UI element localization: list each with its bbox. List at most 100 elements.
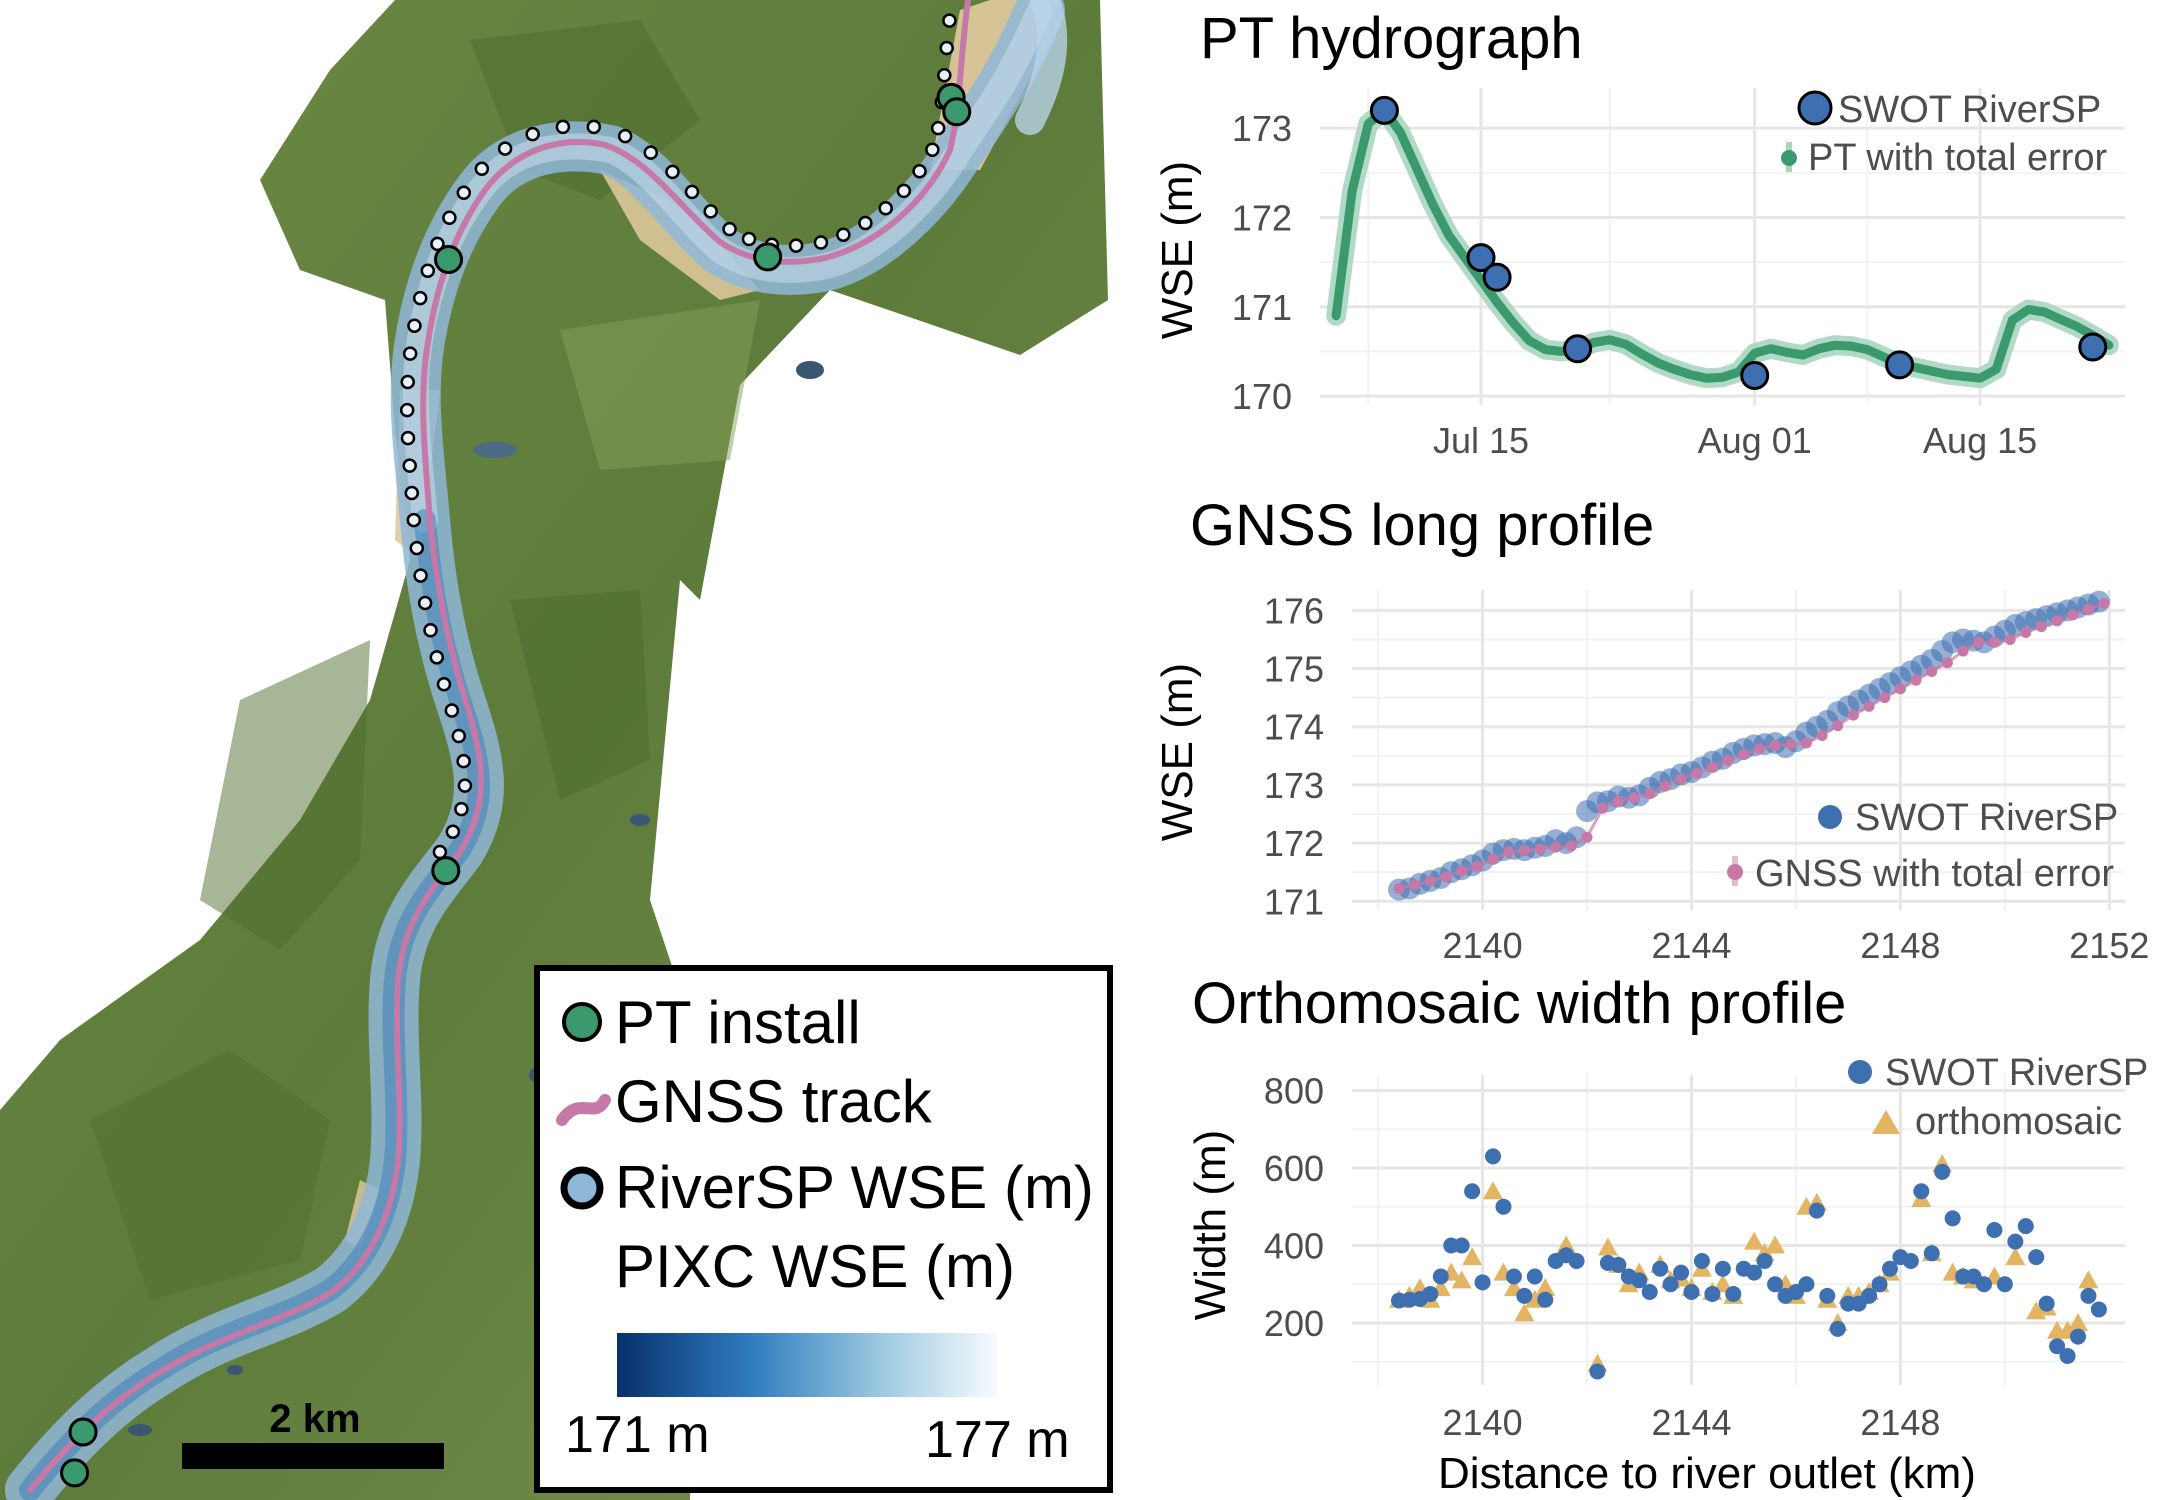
orthomosaic-point [1535, 1278, 1556, 1297]
ramp-max-label: 177 m [925, 1411, 1070, 1469]
gnss-point [1550, 841, 1562, 853]
gnss-point [1832, 720, 1844, 732]
lake [128, 1424, 152, 1436]
x-tick-label: 2152 [2069, 925, 2149, 966]
gnss-point [2020, 626, 2032, 638]
y-tick-label: 173 [1232, 108, 1292, 149]
x-tick-label: Aug 15 [1923, 420, 2037, 461]
pt-install-marker [753, 242, 783, 272]
gnss-profile-title: GNSS long profile [1190, 493, 1654, 558]
pt-install-marker [68, 1417, 98, 1447]
riversp-node-dot [409, 540, 425, 556]
y-tick-label: 173 [1264, 765, 1324, 806]
riversp-node-dot [930, 120, 946, 136]
swot-point [1934, 1163, 1951, 1180]
swot-point [1798, 1276, 1815, 1293]
swot-point [1662, 1276, 1679, 1293]
riversp-node-dot [836, 227, 851, 242]
orthomosaic-point [1765, 1235, 1786, 1254]
swot-point [1725, 1285, 1742, 1302]
orthomosaic-point [1712, 1274, 1733, 1293]
gnss-point [1706, 761, 1718, 773]
orthomosaic-point [2067, 1313, 2088, 1331]
riversp-node-dot [525, 126, 540, 142]
gnss-point [1440, 871, 1452, 883]
lake [227, 1365, 243, 1375]
y-tick-label: 174 [1264, 707, 1324, 748]
riversp-node-dot [413, 568, 428, 583]
pt-hydrograph-title: PT hydrograph [1200, 6, 1583, 71]
pt-series-line [1331, 105, 2114, 383]
legend-ortho-label: orthomosaic [1915, 1101, 2122, 1143]
orthomosaic-point [1514, 1303, 1535, 1322]
swot-point [1746, 1264, 1763, 1281]
swot-point [1482, 262, 1512, 292]
lake [630, 814, 650, 826]
swot-point [2059, 1347, 2076, 1364]
riversp-node-dot [555, 119, 571, 135]
gnss-point [1863, 700, 1875, 712]
gnss-point [1424, 875, 1436, 887]
lake [796, 361, 824, 379]
gnss-point [1910, 674, 1922, 686]
gnss-long-profile-panel: GNSS long profile WSE (m) 17117217317417… [1153, 493, 2149, 966]
riversp-node-dot [937, 68, 952, 83]
riversp-node-dot [429, 650, 445, 665]
x-tick-label: 2144 [1651, 1402, 1731, 1443]
swot-point [2017, 1218, 2034, 1235]
orthomosaic-point [1462, 1247, 1483, 1266]
x-tick-label: 2140 [1443, 925, 1523, 966]
riversp-node-dot [423, 622, 438, 638]
riversp-node-dot [406, 512, 422, 528]
riversp-node-dot [442, 210, 457, 226]
gnss-point [1644, 788, 1656, 800]
legend-swot-label: SWOT RiverSP [1855, 797, 2118, 839]
riversp-node-dot [456, 753, 471, 769]
legend-pt-install-symbol [562, 1002, 602, 1042]
swot-point [1369, 95, 1399, 125]
pt-install-marker [434, 244, 464, 274]
gnss-point [1973, 636, 1985, 648]
width-profile-x-ticks: 2140 2144 2148 [1443, 1402, 1941, 1443]
orthomosaic-point [1744, 1231, 1765, 1250]
y-tick-label: 171 [1264, 881, 1324, 922]
pt-install-marker [431, 856, 461, 886]
riversp-node-dot [436, 676, 452, 692]
legend-swot-label: SWOT RiverSP [1885, 1052, 2148, 1094]
gnss-point [1612, 795, 1624, 807]
riversp-node-dot [445, 824, 461, 839]
legend-swot-label: SWOT RiverSP [1838, 89, 2101, 131]
riversp-node-dot [643, 145, 659, 160]
swot-point [1537, 1291, 1554, 1308]
legend-gnss-symbol [1727, 864, 1743, 880]
gnss-point [1957, 645, 1969, 657]
gnss-point [1518, 845, 1530, 857]
riversp-node-dot [858, 215, 873, 231]
swot-point [1464, 1183, 1481, 1200]
riversp-node-dot [925, 142, 940, 157]
gnss-profile-y-ticks: 171 172 173 174 175 176 [1264, 590, 1324, 922]
x-tick-label: Jul 15 [1433, 420, 1529, 461]
swot-point [1505, 1268, 1522, 1285]
riversp-node-dot [684, 184, 700, 200]
width-profile-legend: SWOT RiverSP orthomosaic [1848, 1052, 2148, 1143]
map-panel: 2 km PT install GNSS track RiverSP WSE (… [0, 0, 1113, 1500]
width-profile-panel: Orthomosaic width profile Width (m) Dist… [1186, 971, 2148, 1498]
orthomosaic-point [1483, 1181, 1504, 1200]
swot-point [1495, 1198, 1512, 1215]
riversp-node-dot [497, 141, 513, 156]
swot-point [2078, 332, 2108, 362]
swot-point [2038, 1295, 2055, 1312]
riversp-node-dot [813, 235, 829, 250]
riversp-node-dot [703, 204, 718, 219]
riversp-node-dot [741, 231, 757, 247]
legend-swot-symbol [1848, 1060, 1872, 1084]
gnss-profile-ylabel: WSE (m) [1153, 663, 1202, 841]
swot-point [1693, 1253, 1710, 1269]
gnss-point [2082, 603, 2094, 615]
swot-point [1767, 1276, 1784, 1293]
gnss-point [1816, 729, 1828, 741]
gnss-profile-legend: SWOT RiverSP GNSS with total error [1727, 797, 2118, 895]
pt-hydrograph-grid [1320, 88, 2125, 405]
